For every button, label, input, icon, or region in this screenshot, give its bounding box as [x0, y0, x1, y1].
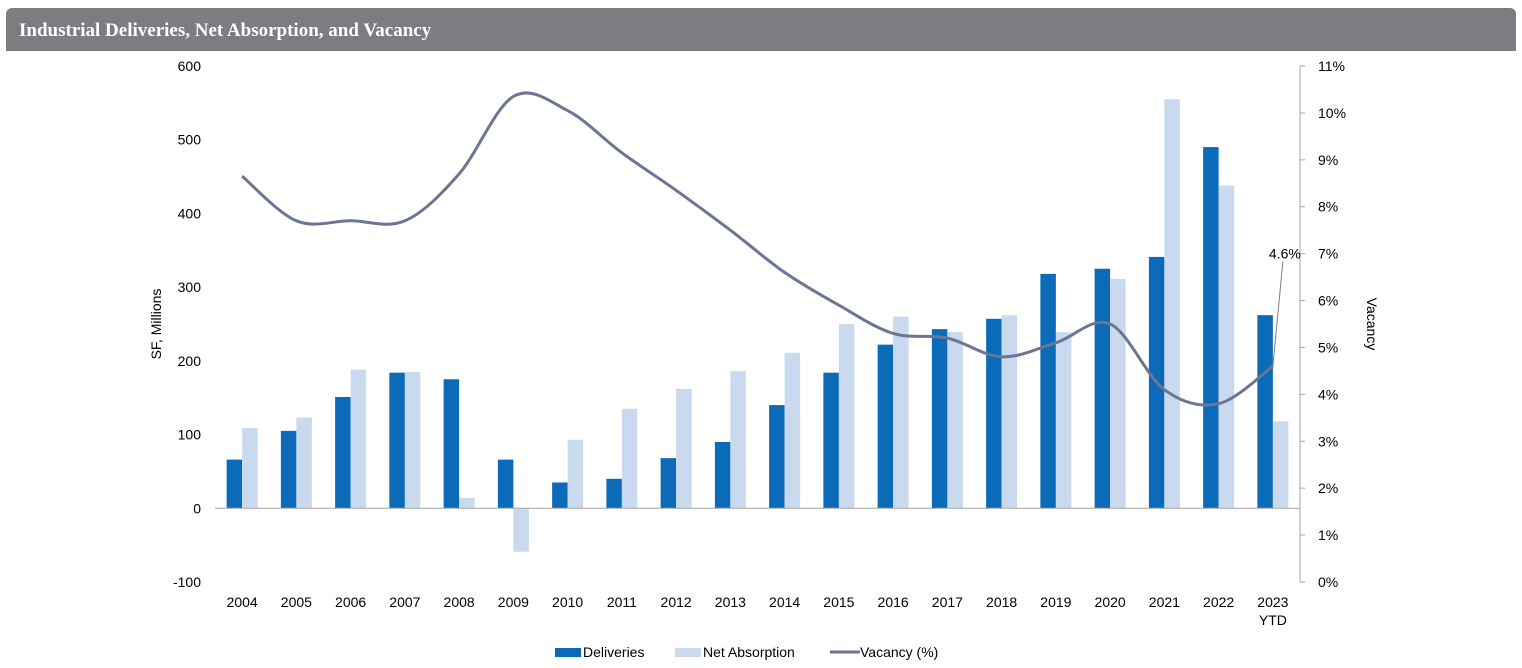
left-axis-tick-label: 600 — [178, 58, 202, 74]
x-axis-tick-label: 2019 — [1040, 594, 1071, 610]
net-absorption-bar — [1110, 279, 1126, 508]
deliveries-bar — [227, 460, 243, 509]
right-axis-tick-label: 3% — [1318, 433, 1338, 449]
right-axis-tick-label: 1% — [1318, 527, 1338, 543]
x-axis-tick-label: YTD — [1259, 612, 1287, 628]
legend-deliveries-label: Deliveries — [583, 644, 644, 660]
x-axis-tick-label: 2008 — [444, 594, 475, 610]
deliveries-bar — [552, 482, 568, 508]
net-absorption-bar — [1273, 421, 1289, 508]
deliveries-bar — [823, 373, 839, 509]
legend-vacancy-label: Vacancy (%) — [860, 644, 938, 660]
net-absorption-bar — [785, 353, 801, 509]
axes — [215, 66, 1305, 582]
left-axis-tick-label: 300 — [178, 279, 202, 295]
right-axis-tick-label: 5% — [1318, 339, 1338, 355]
left-axis-tick-label: 0 — [193, 500, 201, 516]
x-axis-tick-label: 2016 — [878, 594, 909, 610]
deliveries-bar — [715, 442, 731, 508]
x-axis-tick-label: 2011 — [607, 594, 637, 610]
x-axis-tick-label: 2017 — [932, 594, 963, 610]
x-axis-tick-label: 2010 — [552, 594, 583, 610]
y-axis-title: SF, Millions — [148, 289, 164, 360]
x-axis-tick-label: 2018 — [986, 594, 1017, 610]
legend-deliveries-swatch — [555, 648, 581, 657]
x-axis-tick-label: 2006 — [335, 594, 366, 610]
x-axis-tick-label: 2023 — [1257, 594, 1288, 610]
deliveries-bar — [444, 379, 460, 508]
deliveries-bar — [1095, 269, 1111, 509]
net-absorption-bar — [730, 371, 746, 508]
deliveries-bar — [606, 479, 622, 508]
x-axis-tick-label: 2012 — [661, 594, 692, 610]
net-absorption-bar — [893, 317, 909, 509]
right-axis-tick-label: 10% — [1318, 105, 1346, 121]
right-axis-tick-label: 0% — [1318, 574, 1338, 590]
net-absorption-bar — [1219, 185, 1235, 508]
x-axis-tick-label: 2004 — [227, 594, 258, 610]
deliveries-bar — [1203, 147, 1219, 508]
deliveries-bar — [986, 319, 1002, 508]
left-axis-tick-label: 400 — [178, 205, 202, 221]
deliveries-bar — [1040, 274, 1056, 508]
deliveries-bar — [498, 460, 514, 509]
net-absorption-bar — [242, 428, 258, 508]
left-axis-tick-label: -100 — [173, 574, 201, 590]
x-axis-tick-label: 2009 — [498, 594, 529, 610]
y2-axis-title: Vacancy — [1364, 298, 1380, 351]
deliveries-bar — [769, 405, 785, 508]
left-axis-tick-label: 200 — [178, 353, 202, 369]
deliveries-bar — [1257, 315, 1273, 508]
left-axis-tick-label: 100 — [178, 427, 202, 443]
vacancy-annotation: 4.6% — [1269, 246, 1301, 262]
x-axis-tick-label: 2015 — [823, 594, 854, 610]
x-axis-tick-label: 2013 — [715, 594, 746, 610]
right-axis-tick-label: 6% — [1318, 293, 1338, 309]
deliveries-bar — [878, 345, 894, 509]
right-axis-tick-label: 4% — [1318, 386, 1338, 402]
net-absorption-bar — [947, 332, 963, 508]
net-absorption-bar — [405, 372, 421, 508]
deliveries-bar — [335, 397, 351, 508]
legend-net-absorption-label: Net Absorption — [703, 644, 795, 660]
x-axis-tick-label: 2020 — [1095, 594, 1126, 610]
net-absorption-bar — [296, 418, 312, 509]
left-axis-tick-label: 500 — [178, 132, 202, 148]
deliveries-bar — [932, 329, 948, 508]
annotation-leader — [1273, 262, 1283, 367]
net-absorption-bar — [1164, 99, 1180, 508]
right-axis-tick-label: 9% — [1318, 152, 1338, 168]
x-axis-tick-label: 2022 — [1203, 594, 1234, 610]
legend-net-absorption-swatch — [675, 648, 701, 657]
net-absorption-bar — [1056, 332, 1072, 508]
net-absorption-bar — [513, 508, 529, 551]
net-absorption-bar — [568, 440, 584, 509]
combo-chart: 4.6% -100 0 100 200 300 400 500 600 0% 1% 2% 3% 4% 5%… — [0, 0, 1522, 668]
net-absorption-bar — [1002, 315, 1018, 508]
right-axis-tick-label: 11% — [1318, 58, 1345, 74]
right-axis-tick-label: 2% — [1318, 480, 1338, 496]
deliveries-bar — [281, 431, 297, 508]
net-absorption-bar — [676, 389, 692, 508]
net-absorption-bar — [351, 370, 367, 509]
axis-labels: -100 0 100 200 300 400 500 600 0% 1% 2% 3% 4% 5% 6% 7% 8… — [148, 58, 1380, 628]
right-axis-tick-label: 8% — [1318, 199, 1338, 215]
net-absorption-bar — [459, 498, 475, 508]
legend: Deliveries Net Absorption Vacancy (%) — [555, 644, 938, 660]
deliveries-bar — [661, 458, 677, 508]
net-absorption-bar — [839, 324, 855, 508]
net-absorption-bar — [622, 409, 638, 509]
x-axis-tick-label: 2005 — [281, 594, 312, 610]
x-axis-tick-label: 2007 — [389, 594, 420, 610]
x-axis-tick-label: 2021 — [1149, 594, 1180, 610]
right-axis-tick-label: 7% — [1318, 246, 1338, 262]
x-axis-tick-label: 2014 — [769, 594, 800, 610]
deliveries-bar — [389, 373, 405, 509]
vacancy-line-group: 4.6% — [242, 93, 1301, 405]
